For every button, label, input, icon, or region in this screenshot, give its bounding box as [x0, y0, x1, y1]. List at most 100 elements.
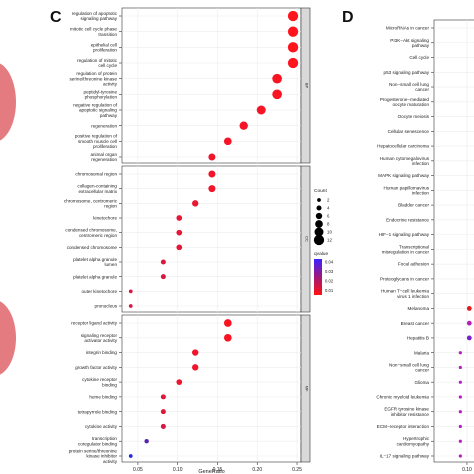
data-point: [192, 349, 199, 356]
y-tick-label: Focal adhesion: [398, 262, 430, 267]
data-point: [208, 153, 216, 161]
data-point: [458, 454, 462, 458]
data-point: [223, 137, 232, 146]
panel-c-letter: C: [50, 9, 62, 26]
y-tick-label: condensed chromosome, centromeric region: [65, 228, 117, 238]
count-legend-label: 2: [327, 198, 330, 203]
count-legend-label: 12: [327, 238, 332, 243]
data-point: [256, 105, 266, 115]
count-legend-title: Count: [314, 188, 327, 194]
y-tick-label: Transcriptional misregulation in cancer: [382, 244, 430, 254]
count-legend-label: 4: [327, 206, 330, 211]
y-tick-label: animal organ regeneration: [90, 152, 117, 162]
qvalue-legend-label: 0.04: [325, 260, 334, 265]
data-point: [176, 215, 183, 221]
data-point: [223, 333, 232, 342]
panel-d-letter: D: [342, 9, 354, 26]
x-tick-label: 0.10: [173, 467, 183, 473]
qvalue-legend-label: 0.03: [325, 269, 334, 274]
facet-strip: [300, 165, 311, 313]
y-tick-label: Bladder cancer: [398, 203, 429, 208]
y-tick-label: IL−17 signaling pathway: [380, 454, 430, 459]
y-tick-label: Oocyte meiosis: [398, 114, 430, 119]
facet-strip: [300, 314, 311, 463]
data-point: [160, 409, 166, 415]
count-legend-dot: [317, 198, 321, 202]
data-point: [176, 379, 183, 385]
y-tick-label: platelet alpha granule: [73, 274, 117, 279]
y-tick-label: epithelial cell proliferation: [91, 42, 118, 52]
y-tick-label: heme binding: [89, 394, 117, 399]
y-tick-label: MicroRNAs in cancer: [386, 26, 430, 31]
x-axis-label: GeneRatio: [198, 469, 224, 474]
y-tick-label: ECM−receptor interaction: [377, 424, 430, 429]
y-tick-label: Breast cancer: [401, 321, 430, 326]
x-tick-label: 0.20: [252, 467, 262, 473]
data-point: [458, 365, 462, 370]
y-tick-label: Human papillomavirus infection: [384, 185, 430, 195]
y-tick-label: chromosomal region: [75, 172, 117, 177]
y-tick-label: PI3K−Akt signaling pathway: [390, 38, 429, 48]
y-tick-label: mitotic cell cycle phase transition: [70, 27, 117, 37]
data-point: [287, 57, 299, 69]
data-point: [128, 289, 133, 294]
data-point: [239, 121, 248, 130]
y-tick-label: protein serine/threonine kinase inhibitor…: [69, 448, 118, 463]
panel-d-dotplot: MicroRNAs in cancer PI3K−Akt signaling pat…: [376, 19, 474, 473]
count-legend-dot: [316, 205, 322, 211]
data-point: [272, 89, 282, 100]
y-tick-label: outer kinetochore: [82, 289, 118, 294]
data-point: [208, 185, 216, 193]
data-point: [160, 274, 166, 280]
y-tick-label: Endocrine resistance: [386, 217, 429, 222]
y-tick-label: Human T−cell leukemia virus 1 infection: [381, 289, 429, 299]
y-tick-label: condensed chromosome: [67, 245, 118, 250]
y-tick-label: pronucleus: [95, 304, 118, 309]
y-tick-label: growth factor activity: [75, 365, 118, 370]
facet-panel: [121, 7, 302, 164]
data-point: [128, 304, 133, 308]
y-tick-label: Cellular senescence: [388, 129, 430, 134]
y-tick-label: positive regulation of smooth muscle cell…: [75, 134, 118, 149]
y-tick-label: Cell cycle: [409, 55, 429, 60]
y-tick-label: Chronic myeloid leukemia: [376, 395, 429, 400]
data-point: [208, 170, 216, 178]
count-legend-dot: [315, 220, 323, 228]
y-tick-label: Proteoglycans in cancer: [380, 276, 429, 281]
count-legend-label: 10: [327, 230, 332, 235]
y-tick-label: cytokine receptor binding: [82, 377, 117, 387]
data-point: [458, 410, 462, 414]
y-tick-label: Non−small cell lung cancer: [389, 362, 429, 372]
data-point: [466, 335, 472, 341]
data-point: [176, 244, 183, 251]
count-legend-label: 8: [327, 222, 330, 227]
count-legend-dot: [313, 234, 325, 246]
data-point: [458, 424, 462, 429]
facet-strip-label: CC: [305, 236, 310, 242]
y-tick-label: Malaria: [414, 350, 430, 355]
data-point: [458, 439, 462, 443]
y-tick-label: Hypertrophic cardiomyopathy: [397, 436, 430, 446]
y-tick-label: negative regulation of apoptotic signalin…: [73, 102, 118, 117]
count-legend-dot: [314, 227, 324, 237]
y-tick-label: chromosome, centromeric region: [64, 198, 118, 208]
data-point: [192, 200, 199, 207]
y-tick-label: regulation of apoptotic signaling pathway: [72, 11, 118, 21]
y-tick-label: tetrapyrrole binding: [78, 409, 118, 414]
y-tick-label: MAPK signaling pathway: [378, 173, 430, 178]
x-tick-label: 0.15: [213, 467, 223, 473]
y-tick-label: Hepatitis B: [407, 336, 429, 341]
count-legend-dot: [315, 212, 323, 220]
y-tick-label: integrin binding: [86, 350, 118, 355]
facet-strip-label: BP: [305, 83, 310, 89]
left-edge-blob-top: [0, 63, 16, 141]
panel-c-dotplot: BP regulation of apoptotic signaling pathw…: [64, 7, 311, 474]
data-point: [458, 351, 462, 355]
data-point: [144, 439, 149, 444]
data-point: [160, 394, 166, 400]
data-point: [458, 380, 462, 384]
x-tick-label: 0.25: [292, 467, 302, 473]
count-legend-label: 6: [327, 214, 330, 219]
